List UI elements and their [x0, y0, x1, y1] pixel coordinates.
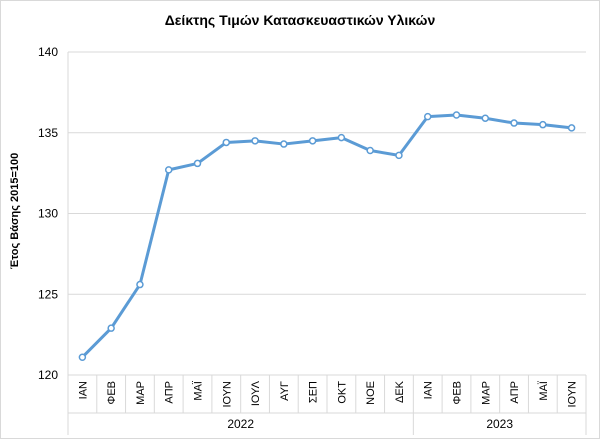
x-tick-label: ΝΟΕ	[365, 381, 377, 405]
x-tick-label: ΜΑΡ	[135, 381, 147, 405]
data-point	[136, 280, 144, 289]
x-tick-label: ΔΕΚ	[394, 380, 406, 403]
data-point	[395, 151, 403, 160]
x-tick-label: ΑΠΡ	[164, 381, 176, 404]
x-tick-label: ΜΑΪ	[538, 380, 550, 401]
y-axis-label: Έτος Βάσης 2015=100	[9, 153, 21, 269]
data-point	[452, 111, 461, 119]
data-point	[107, 324, 115, 332]
x-tick-label: ΦΕΒ	[106, 381, 118, 404]
x-group-label: 2023	[486, 417, 513, 431]
x-tick-label: ΙΟΥΛ	[250, 380, 262, 406]
y-tick-label: 120	[38, 368, 58, 382]
data-point	[481, 114, 490, 122]
data-point	[308, 137, 317, 145]
gridlines	[68, 51, 586, 376]
x-tick-label: ΣΕΠ	[308, 381, 320, 403]
data-point	[366, 146, 374, 155]
x-tick-label: ΙΑΝ	[77, 381, 89, 399]
x-tick-label: ΑΥΓ	[279, 381, 291, 401]
x-tick-label: ΙΟΥΝ	[221, 381, 233, 408]
x-tick-label: ΜΑΪ	[193, 380, 205, 401]
series-layer	[78, 111, 576, 361]
x-tick-label: ΙΟΥΝ	[567, 381, 579, 408]
y-tick-label: 140	[38, 45, 58, 59]
axes: 120 125 130 135 140 ΙΑΝ ΦΕΒ ΜΑΡ ΑΠΡ ΜΑΪ ΙΟΥΝ ΙΟΥΛ ΑΥ…	[38, 45, 587, 435]
data-point	[567, 124, 576, 132]
y-tick-label: 135	[38, 126, 58, 140]
series-line	[80, 113, 574, 359]
data-point	[251, 137, 259, 145]
x-tick-label: ΟΚΤ	[336, 381, 348, 404]
data-point	[193, 159, 202, 168]
x-tick-label: ΑΠΡ	[509, 381, 521, 404]
y-tick-label: 130	[38, 207, 58, 221]
y-tick-label: 125	[38, 287, 58, 301]
data-point	[280, 140, 288, 148]
x-tick-label: ΜΑΡ	[480, 381, 492, 405]
chart-title: Δείκτης Τιμών Κατασκευαστικών Υλικών	[165, 12, 436, 28]
x-group-label: 2022	[227, 417, 254, 431]
data-point	[222, 138, 231, 147]
data-point	[164, 166, 173, 174]
x-tick-label: ΦΕΒ	[452, 381, 464, 404]
data-point	[539, 120, 547, 129]
data-point	[337, 133, 346, 142]
x-tick-label: ΙΑΝ	[423, 381, 435, 399]
data-point	[78, 353, 87, 361]
data-point	[510, 119, 518, 127]
data-point	[423, 112, 432, 121]
